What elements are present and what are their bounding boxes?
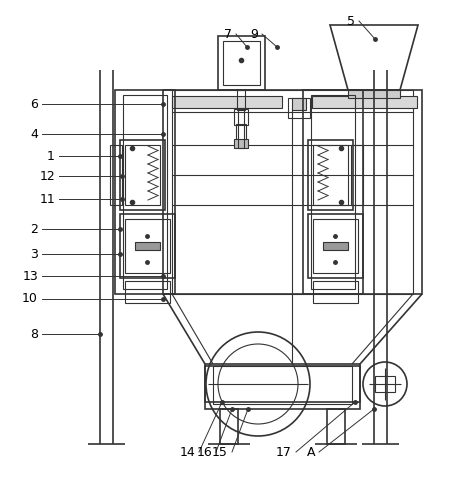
Text: 16: 16 [196,446,212,458]
Bar [375,376,395,392]
Bar [125,145,160,205]
Bar [120,140,165,210]
Bar [311,95,355,289]
Bar [123,95,167,289]
Bar [303,90,363,294]
Text: 9: 9 [250,28,258,41]
Bar [218,36,265,90]
Bar [351,145,363,205]
Bar [313,281,358,303]
Text: 14: 14 [179,446,195,458]
Text: 2: 2 [30,222,38,236]
Bar [120,214,175,278]
Bar [172,96,282,108]
Bar [234,139,248,148]
Text: 1: 1 [47,150,55,163]
Bar [220,409,238,444]
Text: 13: 13 [22,270,38,283]
Bar [323,242,348,250]
Bar [172,90,413,294]
Bar [313,219,358,273]
Text: 3: 3 [30,247,38,260]
Bar [308,214,363,278]
Bar [213,366,352,404]
Bar [135,242,160,250]
Text: 15: 15 [212,446,228,458]
Bar [348,90,400,98]
Bar [313,145,348,205]
Bar [236,124,246,140]
Bar [163,90,422,294]
Bar [205,364,360,409]
Bar [125,281,170,303]
Text: 17: 17 [276,446,292,458]
Text: 5: 5 [347,14,355,28]
Text: 6: 6 [30,97,38,111]
Bar [223,41,260,85]
Text: 7: 7 [224,28,232,41]
Bar [312,96,417,108]
Text: 12: 12 [39,169,55,182]
Bar [238,108,244,148]
Text: 11: 11 [39,193,55,206]
Bar [288,98,310,118]
Text: 8: 8 [30,328,38,340]
Text: 4: 4 [30,127,38,140]
Bar [125,219,170,273]
Bar [292,98,306,110]
Bar [237,90,245,110]
Bar [205,366,360,402]
Text: A: A [307,446,315,458]
Bar [327,409,345,444]
Bar [308,140,353,210]
Bar [115,90,175,294]
Bar [234,109,248,125]
Text: 10: 10 [22,292,38,305]
Bar [110,145,122,205]
